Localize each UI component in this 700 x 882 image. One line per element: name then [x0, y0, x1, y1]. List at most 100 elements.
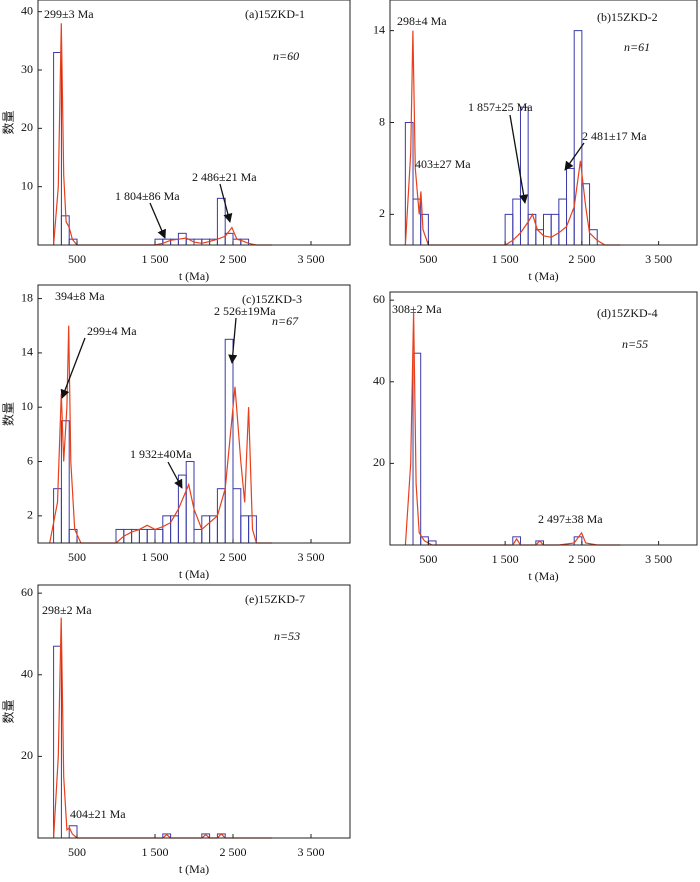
x-axis-label: t (Ma) [179, 862, 209, 876]
x-tick-label: 2 500 [568, 552, 595, 566]
sample-size: n=61 [624, 40, 650, 54]
annotation-arrow [149, 202, 166, 239]
x-tick-label: 3 500 [645, 552, 672, 566]
y-tick-label: 18 [21, 290, 33, 304]
density-curve [49, 325, 272, 544]
bar [193, 528, 203, 544]
y-tick-label: 2 [27, 508, 33, 522]
plot-frame [37, 284, 351, 544]
age-annotation: 2 481±17 Ma [582, 129, 647, 143]
annotation-arrow [60, 337, 86, 399]
bar [177, 474, 187, 544]
panel-title: (e)15ZKD-7 [245, 592, 305, 606]
y-tick-label: 20 [21, 748, 33, 762]
x-tick-label: 1 500 [142, 252, 169, 266]
y-axis-label: 数量 [1, 110, 16, 134]
bar [240, 515, 250, 544]
age-annotation: 1 804±86 Ma [115, 189, 180, 203]
plot-frame [389, 291, 698, 546]
bar [581, 183, 591, 246]
y-tick-label: 40 [21, 3, 33, 17]
bar [115, 528, 125, 544]
sample-size: n=55 [622, 337, 648, 351]
y-tick-label: 2 [379, 206, 385, 220]
age-annotation: 298±4 Ma [397, 14, 447, 28]
density-curve [404, 312, 621, 546]
bar [543, 213, 552, 246]
density-curve [53, 23, 272, 246]
bar [232, 488, 242, 544]
annotation-arrow [219, 183, 233, 223]
y-tick-label: 40 [373, 374, 385, 388]
plot-frame [37, 584, 351, 839]
plot-frame [37, 0, 351, 246]
sample-size: n=67 [272, 314, 299, 328]
x-tick-label: 500 [68, 550, 86, 564]
bar [573, 30, 583, 246]
x-axis-label: t (Ma) [528, 569, 558, 583]
y-tick-label: 6 [27, 453, 33, 467]
x-tick-label: 2 500 [220, 252, 247, 266]
x-tick-label: 500 [68, 252, 86, 266]
x-axis-label: t (Ma) [528, 269, 558, 283]
age-annotation: 308±2 Ma [392, 302, 442, 316]
x-tick-label: 3 500 [645, 252, 672, 266]
annotation-arrow [228, 317, 238, 364]
bar [138, 528, 148, 544]
panel-title: (c)15ZKD-3 [242, 292, 302, 306]
panel-title: (b)15ZKD-2 [597, 10, 658, 24]
age-annotation: 403±27 Ma [415, 157, 471, 171]
bar [224, 338, 234, 544]
sample-size: n=60 [273, 49, 299, 63]
annotation-arrow [509, 114, 529, 204]
bar [162, 515, 172, 544]
x-tick-label: 500 [68, 845, 86, 859]
plot-frame [389, 0, 698, 246]
x-tick-label: 3 500 [298, 845, 325, 859]
age-annotation: 1 932±40Ma [130, 447, 192, 461]
x-tick-label: 500 [419, 552, 437, 566]
bar [68, 825, 78, 839]
bar [60, 215, 70, 246]
age-annotation: 2 497±38 Ma [538, 512, 603, 526]
annotation-arrow [167, 461, 183, 489]
y-tick-label: 14 [373, 22, 385, 36]
bar [566, 167, 575, 246]
x-tick-label: 500 [419, 252, 437, 266]
sample-size: n=53 [274, 629, 300, 643]
x-tick-label: 1 500 [142, 550, 169, 564]
age-annotation: 2 486±21 Ma [192, 170, 257, 184]
y-axis-label: 数量 [1, 402, 16, 426]
y-tick-label: 14 [21, 345, 33, 359]
y-axis-label: 数量 [1, 699, 16, 723]
x-tick-label: 2 500 [220, 550, 247, 564]
y-tick-label: 10 [21, 178, 33, 192]
panel-title: (a)15ZKD-1 [245, 7, 305, 21]
panel: 500 1 500 2 500 3 500 2 6 10 14 18 t (Ma) 数量 (c)15Z… [1, 284, 351, 581]
y-tick-label: 40 [21, 667, 33, 681]
x-tick-label: 3 500 [298, 252, 325, 266]
age-annotation: 2 526±19Ma [214, 304, 276, 318]
panel: 500 1 500 2 500 3 500 20 40 60 t (Ma) (d)15ZKD-4… [373, 291, 698, 583]
annotation-arrow [564, 142, 585, 171]
bar [216, 488, 226, 544]
bar [550, 213, 560, 246]
x-axis-label: t (Ma) [179, 567, 209, 581]
x-tick-label: 2 500 [220, 845, 247, 859]
age-annotation: 298±2 Ma [42, 603, 92, 617]
y-tick-label: 8 [379, 114, 385, 128]
age-annotation: 299±4 Ma [87, 324, 137, 338]
y-tick-label: 60 [373, 292, 385, 306]
age-annotation: 394±8 Ma [55, 289, 105, 303]
bar [512, 198, 521, 246]
x-tick-label: 2 500 [568, 252, 595, 266]
age-annotation: 1 857±25 Ma [468, 100, 533, 114]
panel-title: (d)15ZKD-4 [597, 306, 658, 320]
density-curve [53, 617, 272, 839]
x-tick-label: 3 500 [298, 550, 325, 564]
bar [201, 515, 211, 544]
x-tick-label: 1 500 [142, 845, 169, 859]
y-tick-label: 20 [21, 120, 33, 134]
panel: 500 1 500 2 500 3 500 2 8 14 t (Ma) (b)15ZKD-2 n=… [373, 0, 698, 283]
